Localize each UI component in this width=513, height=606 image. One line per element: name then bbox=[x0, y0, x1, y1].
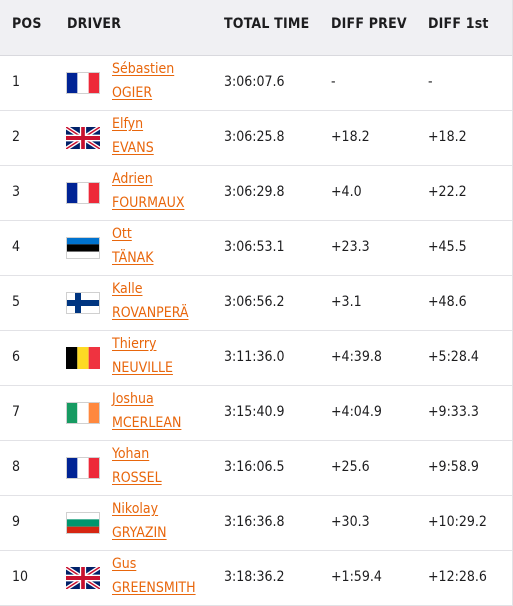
diff-first: +18.2 bbox=[428, 129, 467, 145]
header-diff-prev: DIFF PREV bbox=[331, 16, 407, 32]
estonia-flag-icon bbox=[66, 237, 100, 259]
table-row: 4 Ott TÄNAK 3:06:53.1 +23.3 +45.5 bbox=[0, 221, 512, 276]
position: 1 bbox=[12, 74, 21, 90]
diff-prev: +18.2 bbox=[331, 129, 370, 145]
driver-last-name-link[interactable]: OGIER bbox=[112, 85, 153, 101]
driver-first-name-link[interactable]: Thierry bbox=[112, 336, 157, 352]
driver-last-name-link[interactable]: TÄNAK bbox=[112, 250, 154, 266]
france-flag-icon bbox=[66, 182, 100, 204]
position: 6 bbox=[12, 349, 21, 365]
position: 3 bbox=[12, 184, 21, 200]
header-pos: POS bbox=[12, 16, 42, 32]
table-row: 3 Adrien FOURMAUX 3:06:29.8 +4.0 +22.2 bbox=[0, 166, 512, 221]
driver-last-name-link[interactable]: ROVANPERÄ bbox=[112, 305, 189, 321]
diff-first: +48.6 bbox=[428, 294, 467, 310]
table-row: 6 Thierry NEUVILLE 3:11:36.0 +4:39.8 +5:28.4 bbox=[0, 331, 512, 386]
total-time: 3:16:36.8 bbox=[224, 514, 285, 530]
position: 8 bbox=[12, 459, 21, 475]
diff-prev: - bbox=[331, 74, 336, 90]
diff-first: +12:28.6 bbox=[428, 569, 487, 585]
table-row: 1 Sébastien OGIER 3:06:07.6 - - bbox=[0, 56, 512, 111]
table-header: POS DRIVER TOTAL TIME DIFF PREV DIFF 1st bbox=[0, 0, 512, 56]
total-time: 3:06:07.6 bbox=[224, 74, 285, 90]
driver-last-name-link[interactable]: ROSSEL bbox=[112, 470, 162, 486]
ireland-flag-icon bbox=[66, 402, 100, 424]
position: 2 bbox=[12, 129, 21, 145]
diff-prev: +4:39.8 bbox=[331, 349, 382, 365]
diff-first: - bbox=[428, 74, 433, 90]
driver-first-name-link[interactable]: Ott bbox=[112, 226, 132, 242]
total-time: 3:18:36.2 bbox=[224, 569, 285, 585]
diff-first: +10:29.2 bbox=[428, 514, 487, 530]
position: 5 bbox=[12, 294, 21, 310]
diff-prev: +23.3 bbox=[331, 239, 370, 255]
diff-first: +9:33.3 bbox=[428, 404, 479, 420]
finland-flag-icon bbox=[66, 292, 100, 314]
driver-first-name-link[interactable]: Adrien bbox=[112, 171, 153, 187]
diff-prev: +25.6 bbox=[331, 459, 370, 475]
total-time: 3:06:25.8 bbox=[224, 129, 285, 145]
position: 7 bbox=[12, 404, 21, 420]
driver-last-name-link[interactable]: MCERLEAN bbox=[112, 415, 182, 431]
diff-prev: +4.0 bbox=[331, 184, 362, 200]
position: 9 bbox=[12, 514, 21, 530]
driver-first-name-link[interactable]: Gus bbox=[112, 556, 137, 572]
uk-flag-icon bbox=[66, 567, 100, 589]
driver-first-name-link[interactable]: Joshua bbox=[112, 391, 154, 407]
driver-last-name-link[interactable]: FOURMAUX bbox=[112, 195, 185, 211]
diff-prev: +30.3 bbox=[331, 514, 370, 530]
diff-first: +5:28.4 bbox=[428, 349, 479, 365]
total-time: 3:11:36.0 bbox=[224, 349, 285, 365]
diff-prev: +1:59.4 bbox=[331, 569, 382, 585]
diff-prev: +3.1 bbox=[331, 294, 362, 310]
france-flag-icon bbox=[66, 72, 100, 94]
header-diff-first: DIFF 1st bbox=[428, 16, 489, 32]
driver-last-name-link[interactable]: EVANS bbox=[112, 140, 154, 156]
table-row: 10 Gus GREENSMITH 3:18:36.2 +1:59.4 +12:28.6 bbox=[0, 551, 512, 606]
diff-first: +9:58.9 bbox=[428, 459, 479, 475]
driver-first-name-link[interactable]: Elfyn bbox=[112, 116, 144, 132]
diff-prev: +4:04.9 bbox=[331, 404, 382, 420]
table-row: 5 Kalle ROVANPERÄ 3:06:56.2 +3.1 +48.6 bbox=[0, 276, 512, 331]
position: 10 bbox=[12, 569, 29, 585]
header-driver: DRIVER bbox=[67, 16, 122, 32]
total-time: 3:06:29.8 bbox=[224, 184, 285, 200]
driver-first-name-link[interactable]: Sébastien bbox=[112, 61, 175, 77]
total-time: 3:06:56.2 bbox=[224, 294, 285, 310]
france-flag-icon bbox=[66, 457, 100, 479]
total-time: 3:06:53.1 bbox=[224, 239, 285, 255]
uk-flag-icon bbox=[66, 127, 100, 149]
table-row: 7 Joshua MCERLEAN 3:15:40.9 +4:04.9 +9:33.3 bbox=[0, 386, 512, 441]
driver-last-name-link[interactable]: GREENSMITH bbox=[112, 580, 196, 596]
driver-first-name-link[interactable]: Yohan bbox=[112, 446, 150, 462]
table-row: 8 Yohan ROSSEL 3:16:06.5 +25.6 +9:58.9 bbox=[0, 441, 512, 496]
diff-first: +22.2 bbox=[428, 184, 467, 200]
table-row: 2 Elfyn EVANS 3:06:25.8 +18.2 +18.2 bbox=[0, 111, 512, 166]
header-total-time: TOTAL TIME bbox=[224, 16, 310, 32]
driver-first-name-link[interactable]: Kalle bbox=[112, 281, 143, 297]
total-time: 3:15:40.9 bbox=[224, 404, 285, 420]
driver-last-name-link[interactable]: NEUVILLE bbox=[112, 360, 173, 376]
driver-last-name-link[interactable]: GRYAZIN bbox=[112, 525, 167, 541]
bulgaria-flag-icon bbox=[66, 512, 100, 534]
total-time: 3:16:06.5 bbox=[224, 459, 285, 475]
table-body: 1 Sébastien OGIER 3:06:07.6 - - 2 Elfyn EVANS 3… bbox=[0, 56, 512, 606]
diff-first: +45.5 bbox=[428, 239, 467, 255]
driver-first-name-link[interactable]: Nikolay bbox=[112, 501, 159, 517]
table-row: 9 Nikolay GRYAZIN 3:16:36.8 +30.3 +10:29.2 bbox=[0, 496, 512, 551]
belgium-flag-icon bbox=[66, 347, 100, 369]
position: 4 bbox=[12, 239, 21, 255]
